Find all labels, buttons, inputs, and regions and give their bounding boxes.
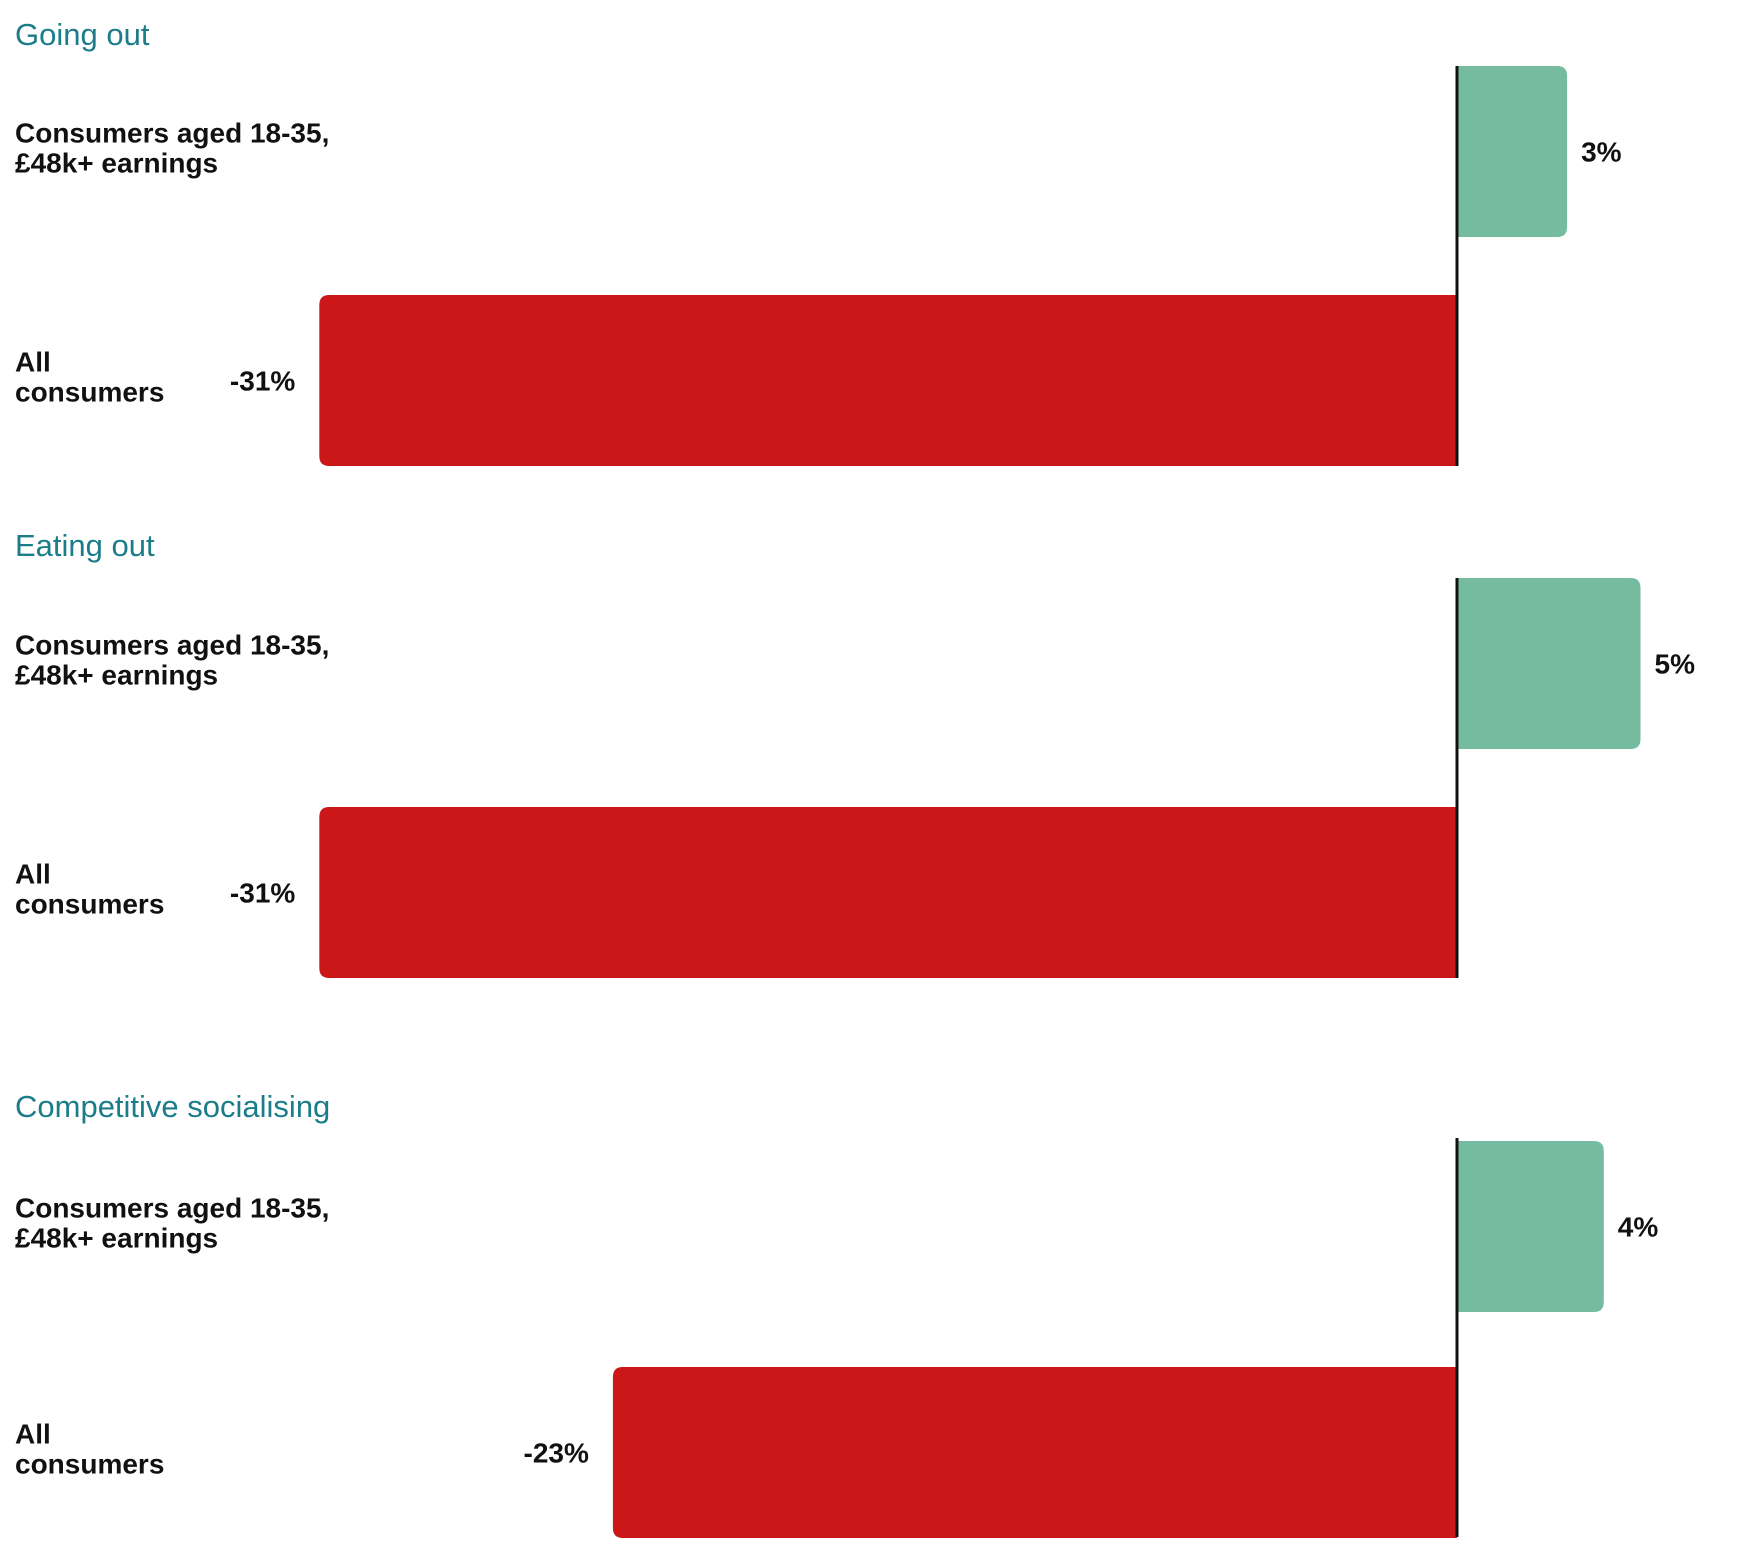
category-label: All consumers	[15, 1419, 164, 1480]
data-label: -31%	[230, 366, 295, 397]
panel-title: Competitive socialising	[15, 1089, 330, 1124]
bar-positive	[1457, 578, 1641, 749]
panel-title: Eating out	[15, 528, 155, 563]
panel-1: Going out Consumers aged 18-35, £48k+ earn…	[15, 17, 1622, 466]
data-label: 5%	[1655, 649, 1696, 680]
category-label-line: All	[15, 859, 51, 890]
bar-negative	[319, 807, 1457, 978]
data-label: -23%	[524, 1438, 589, 1469]
category-label-line: Consumers aged 18-35,	[15, 630, 329, 661]
category-label-line: consumers	[15, 1449, 164, 1480]
data-label: 4%	[1618, 1212, 1659, 1243]
category-label-line: Consumers aged 18-35,	[15, 1193, 329, 1224]
category-label: All consumers	[15, 347, 164, 408]
category-label-line: All	[15, 347, 51, 378]
panel-3: Competitive socialising Consumers aged 18…	[15, 1089, 1658, 1538]
bar-negative	[612, 1367, 1457, 1538]
bar-positive	[1457, 66, 1568, 237]
panel-2: Eating out Consumers aged 18-35, £48k+ ear…	[15, 528, 1695, 978]
category-label: All consumers	[15, 859, 164, 920]
bar-negative	[319, 295, 1457, 466]
category-label-line: consumers	[15, 889, 164, 920]
category-label-line: Consumers aged 18-35,	[15, 118, 329, 149]
category-label: Consumers aged 18-35, £48k+ earnings	[15, 118, 329, 179]
bar-positive	[1457, 1141, 1604, 1312]
category-label: Consumers aged 18-35, £48k+ earnings	[15, 1193, 329, 1254]
category-label: Consumers aged 18-35, £48k+ earnings	[15, 630, 329, 691]
data-label: 3%	[1581, 137, 1622, 168]
panel-title: Going out	[15, 17, 150, 52]
category-label-line: £48k+ earnings	[15, 1223, 218, 1254]
data-label: -31%	[230, 878, 295, 909]
category-label-line: £48k+ earnings	[15, 148, 218, 179]
category-label-line: £48k+ earnings	[15, 660, 218, 691]
category-label-line: All	[15, 1419, 51, 1450]
category-label-line: consumers	[15, 377, 164, 408]
